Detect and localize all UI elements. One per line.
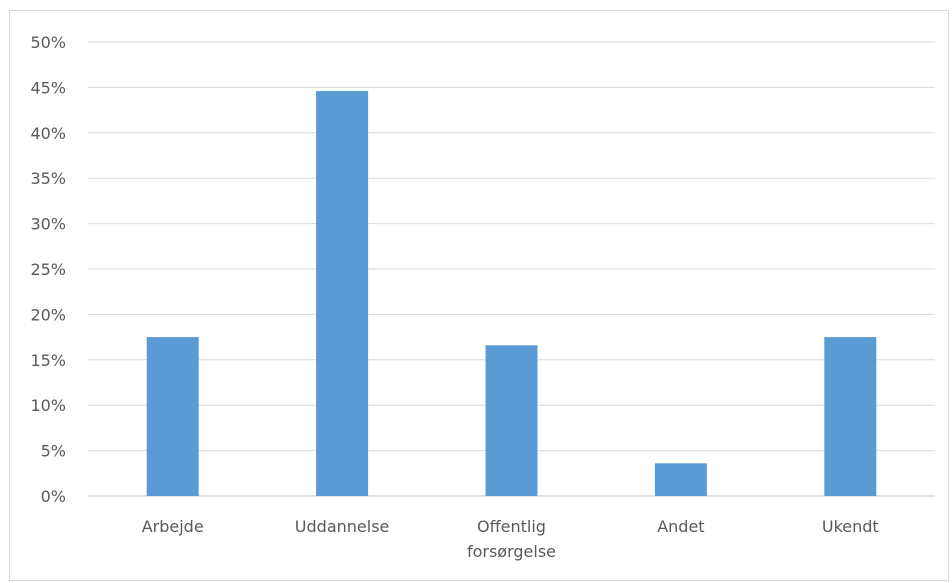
y-tick-label: 40% [30,124,66,143]
y-tick-label: 5% [41,442,66,461]
bar-ukendt [824,337,877,496]
bar-offentlig-fors-rgelse [485,345,538,496]
y-tick-label: 50% [30,33,66,52]
x-tick-label: Arbejde [142,517,204,536]
x-tick-label: Andet [657,517,704,536]
y-tick-label: 10% [30,396,66,415]
x-tick-label: Uddannelse [295,517,390,536]
x-tick-label: Ukendt [822,517,879,536]
y-tick-label: 0% [41,487,66,506]
y-tick-label: 20% [30,305,66,324]
bar-arbejde [146,337,199,496]
x-tick-label: forsørgelse [467,542,556,561]
y-tick-label: 25% [30,260,66,279]
y-tick-label: 45% [30,78,66,97]
x-tick-label: Offentlig [477,517,546,536]
y-tick-label: 15% [30,351,66,370]
y-tick-label: 35% [30,169,66,188]
bar-andet [654,463,707,496]
bar-uddannelse [316,91,369,497]
y-tick-label: 30% [30,215,66,234]
